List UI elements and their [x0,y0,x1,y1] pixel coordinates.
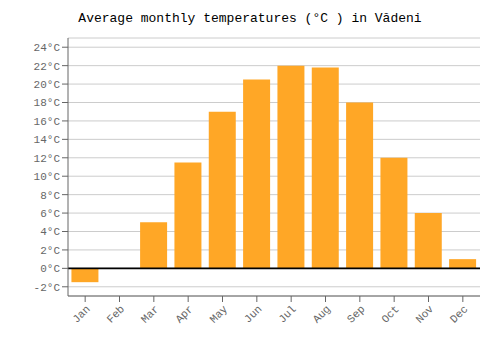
svg-text:Sep: Sep [345,303,367,325]
svg-text:-2°C: -2°C [34,282,61,294]
svg-text:Jul: Jul [276,303,298,325]
svg-text:14°C: 14°C [34,134,61,146]
svg-text:16°C: 16°C [34,116,61,128]
html-text:Average monthly temperatures (: Average monthly temperatures (°C ) in Vă… [78,11,422,26]
svg-text:22°C: 22°C [34,61,61,73]
svg-text:10°C: 10°C [34,171,61,183]
svg-text:Jan: Jan [70,303,92,325]
svg-text:2°C: 2°C [40,245,60,257]
svg-text:6°C: 6°C [40,208,60,220]
svg-text:18°C: 18°C [34,97,61,109]
svg-text:Oct: Oct [379,303,401,325]
svg-text:Mar: Mar [139,303,161,325]
svg-text:Jun: Jun [242,303,264,325]
svg-text:4°C: 4°C [40,226,60,238]
svg-text:12°C: 12°C [34,153,61,165]
svg-text:May: May [208,303,231,326]
svg-text:0°C: 0°C [40,263,60,275]
svg-text:Dec: Dec [448,303,470,325]
svg-text:Feb: Feb [105,303,127,325]
svg-text:20°C: 20°C [34,79,61,91]
svg-text:Aug: Aug [311,303,333,325]
svg-text:8°C: 8°C [40,190,60,202]
svg-text:Nov: Nov [414,303,437,326]
svg-text:Apr: Apr [173,303,195,325]
svg-text:24°C: 24°C [34,42,61,54]
